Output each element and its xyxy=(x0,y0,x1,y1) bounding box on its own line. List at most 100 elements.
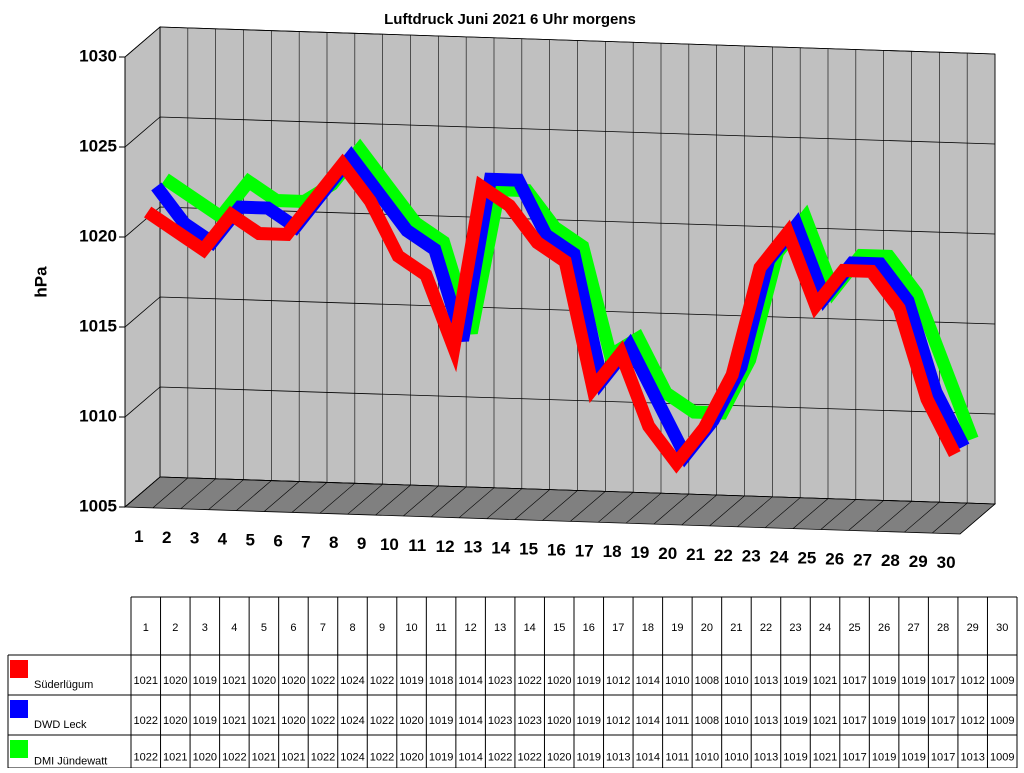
table-cell: 1019 xyxy=(783,675,807,687)
table-cell: 1019 xyxy=(193,675,217,687)
table-cell: 1013 xyxy=(754,675,778,687)
table-header: 27 xyxy=(908,622,920,634)
x-tick-label: 15 xyxy=(519,540,538,559)
table-cell: 1014 xyxy=(636,675,660,687)
table-cell: 1021 xyxy=(163,751,187,763)
table-header: 22 xyxy=(760,622,772,634)
table-cell: 1022 xyxy=(488,751,512,763)
floor-divider xyxy=(208,479,244,510)
table-cell: 1019 xyxy=(872,675,896,687)
x-tick-label: 14 xyxy=(491,539,510,558)
x-tick-label: 20 xyxy=(658,544,677,563)
table-cell: 1013 xyxy=(754,751,778,763)
x-tick-label: 18 xyxy=(603,542,622,561)
floor-divider xyxy=(876,501,912,532)
table-cell: 1010 xyxy=(724,751,748,763)
table-header: 10 xyxy=(405,622,417,634)
grid-line xyxy=(124,296,996,328)
table-cell: 1022 xyxy=(311,675,335,687)
table-header: 26 xyxy=(878,622,890,634)
table-cell: 1019 xyxy=(901,675,925,687)
floor-divider xyxy=(653,493,690,525)
table-header: 20 xyxy=(701,622,713,634)
table-cell: 1020 xyxy=(163,675,187,687)
table-header: 2 xyxy=(172,622,178,634)
y-tick-label: 1015 xyxy=(79,316,117,335)
y-axis-label: hPa xyxy=(31,266,50,298)
x-tick-label: 4 xyxy=(218,530,228,549)
grid-line xyxy=(124,26,996,58)
table-header: 30 xyxy=(996,622,1008,634)
table-cell: 1022 xyxy=(370,751,394,763)
floor-divider xyxy=(764,497,801,528)
legend-label: Süderlügum xyxy=(34,679,93,691)
table-header: 14 xyxy=(524,622,536,634)
table-cell: 1022 xyxy=(517,751,541,763)
table-cell: 1019 xyxy=(872,715,896,727)
floor-divider xyxy=(737,496,773,528)
floor-divider xyxy=(375,484,411,516)
table-cell: 1022 xyxy=(134,751,158,763)
x-tick-label: 5 xyxy=(246,531,255,550)
table-header: 6 xyxy=(290,622,296,634)
table-cell: 1020 xyxy=(547,675,571,687)
floor-divider xyxy=(570,491,606,522)
y-tick-label: 1030 xyxy=(79,46,117,65)
table-cell: 1019 xyxy=(577,675,601,687)
x-tick-label: 23 xyxy=(742,547,761,566)
y-tick-label: 1020 xyxy=(79,226,117,245)
table-cell: 1022 xyxy=(222,751,246,763)
table-cell: 1022 xyxy=(370,675,394,687)
table-header: 7 xyxy=(320,622,326,634)
floor-divider xyxy=(291,482,328,513)
table-header: 13 xyxy=(494,622,506,634)
floor-divider xyxy=(681,494,717,526)
floor-divider xyxy=(625,492,662,524)
table-cell: 1019 xyxy=(577,715,601,727)
table-header: 23 xyxy=(789,622,801,634)
table-cell: 1019 xyxy=(901,751,925,763)
table-cell: 1019 xyxy=(399,675,423,687)
x-tick-label: 21 xyxy=(686,545,705,564)
table-cell: 1020 xyxy=(547,751,571,763)
table-cell: 1017 xyxy=(842,751,866,763)
table-cell: 1017 xyxy=(931,751,955,763)
table-header: 24 xyxy=(819,622,831,634)
x-tick-label: 29 xyxy=(909,552,928,571)
table-header: 9 xyxy=(379,622,385,634)
table-header: 28 xyxy=(937,622,949,634)
x-tick-label: 6 xyxy=(273,531,282,550)
x-tick-label: 25 xyxy=(797,549,816,568)
x-tick-label: 1 xyxy=(134,527,143,546)
table-cell: 1020 xyxy=(193,751,217,763)
table-cell: 1024 xyxy=(340,715,364,727)
floor-divider xyxy=(152,477,189,509)
side-wall xyxy=(124,26,161,508)
table-cell: 1022 xyxy=(311,715,335,727)
table-cell: 1013 xyxy=(754,715,778,727)
table-cell: 1021 xyxy=(813,751,837,763)
x-tick-label: 2 xyxy=(162,528,171,547)
table-cell: 1010 xyxy=(665,675,689,687)
table-cell: 1021 xyxy=(134,675,158,687)
floor-divider xyxy=(263,481,300,512)
legend-swatch xyxy=(10,740,28,758)
x-tick-label: 12 xyxy=(436,537,455,556)
x-tick-label: 17 xyxy=(575,541,594,560)
floor-divider xyxy=(959,503,996,535)
table-header: 3 xyxy=(202,622,208,634)
table-cell: 1021 xyxy=(222,715,246,727)
table-header: 15 xyxy=(553,622,565,634)
table-cell: 1020 xyxy=(547,715,571,727)
floor-divider xyxy=(180,478,216,510)
table-header: 18 xyxy=(642,622,654,634)
x-tick-label: 8 xyxy=(329,533,338,552)
x-tick-label: 16 xyxy=(547,540,566,559)
x-tick-label: 27 xyxy=(853,550,872,569)
table-cell: 1019 xyxy=(872,751,896,763)
table-cell: 1022 xyxy=(517,675,541,687)
grid-line xyxy=(124,476,996,508)
floor-divider xyxy=(931,502,968,534)
table-cell: 1014 xyxy=(636,751,660,763)
